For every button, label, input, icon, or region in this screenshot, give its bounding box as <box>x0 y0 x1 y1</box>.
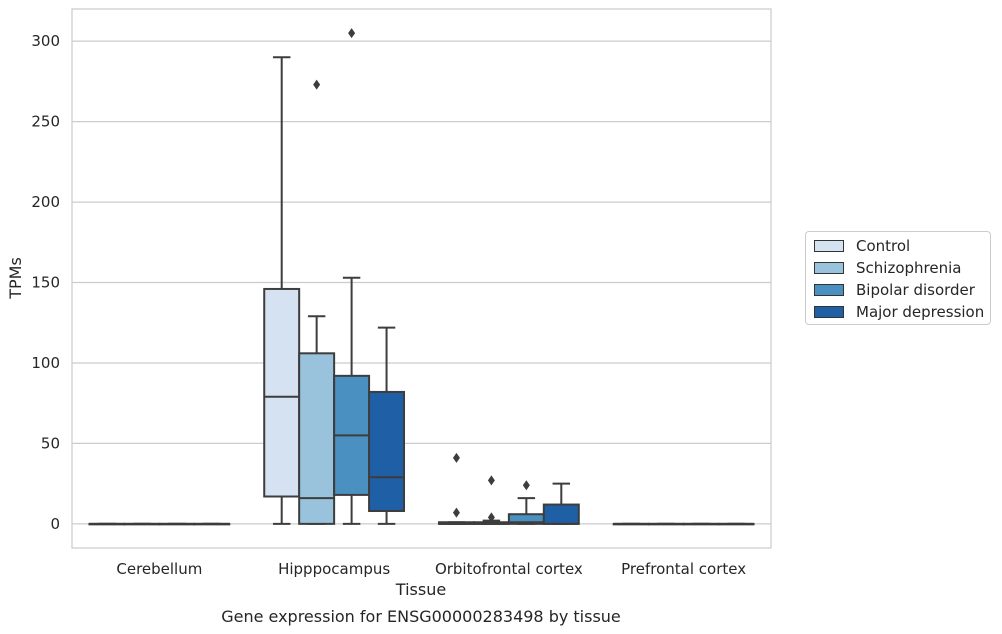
legend-swatch-schizophrenia <box>814 262 844 274</box>
box-group <box>88 522 126 526</box>
axis-ticks: 0 50 100 150 200 250 300 Cerebellum Hipppocampus… <box>31 32 746 578</box>
legend: Control Schizophrenia Bipolar disorder M… <box>805 231 991 325</box>
box-group <box>158 522 196 526</box>
legend-label-control: Control <box>856 237 911 255</box>
box-group <box>437 452 475 525</box>
legend-item-major-depression: Major depression <box>814 302 984 322</box>
legend-label-major-depression: Major depression <box>856 303 985 321</box>
boxes <box>88 28 755 526</box>
plot-area-frame <box>71 8 772 549</box>
box-group <box>368 326 406 525</box>
outlier-point <box>487 475 495 486</box>
box-group <box>717 522 755 526</box>
box-group <box>263 56 301 525</box>
y-tick-label: 150 <box>31 274 60 292</box>
box-iqr <box>542 503 580 525</box>
legend-item-schizophrenia: Schizophrenia <box>814 258 961 278</box>
outlier-point <box>348 28 356 39</box>
x-tick-label: Hipppocampus <box>278 560 390 578</box>
outlier-point <box>452 452 460 463</box>
box-group <box>647 522 685 526</box>
box-group <box>333 28 371 525</box>
y-tick-label: 250 <box>31 113 60 131</box>
y-tick-label: 200 <box>31 193 60 211</box>
box-group <box>298 79 336 525</box>
x-tick-label: Cerebellum <box>116 560 202 578</box>
box-group <box>682 522 720 526</box>
x-axis-title: Tissue <box>395 580 446 599</box>
legend-swatch-control <box>814 240 844 252</box>
box-group <box>123 522 161 526</box>
box-group <box>612 522 650 526</box>
legend-label-schizophrenia: Schizophrenia <box>856 259 962 277</box>
legend-swatch-major-depression <box>814 306 844 318</box>
gridlines <box>72 40 771 525</box>
box-group <box>193 522 231 526</box>
legend-item-control: Control <box>814 236 910 256</box>
legend-swatch-bipolar-disorder <box>814 284 844 296</box>
outlier-point <box>522 480 530 491</box>
y-axis-title: TPMs <box>6 257 25 300</box>
outlier-point <box>313 79 321 90</box>
y-tick-label: 50 <box>41 434 60 452</box>
x-tick-label: Orbitofrontal cortex <box>435 560 583 578</box>
legend-item-bipolar-disorder: Bipolar disorder <box>814 280 975 300</box>
outlier-point <box>452 507 460 518</box>
box-iqr <box>263 287 301 498</box>
legend-label-bipolar-disorder: Bipolar disorder <box>856 281 975 299</box>
box-group <box>472 475 510 525</box>
y-tick-label: 300 <box>31 32 60 50</box>
y-tick-label: 100 <box>31 354 60 372</box>
chart-title: Gene expression for ENSG00000283498 by t… <box>221 607 621 626</box>
y-tick-label: 0 <box>50 515 60 533</box>
x-tick-label: Prefrontal cortex <box>621 560 746 578</box>
outlier-point <box>487 512 495 523</box>
box-group <box>507 480 545 525</box>
box-group <box>542 482 580 525</box>
box-iqr <box>368 390 406 512</box>
